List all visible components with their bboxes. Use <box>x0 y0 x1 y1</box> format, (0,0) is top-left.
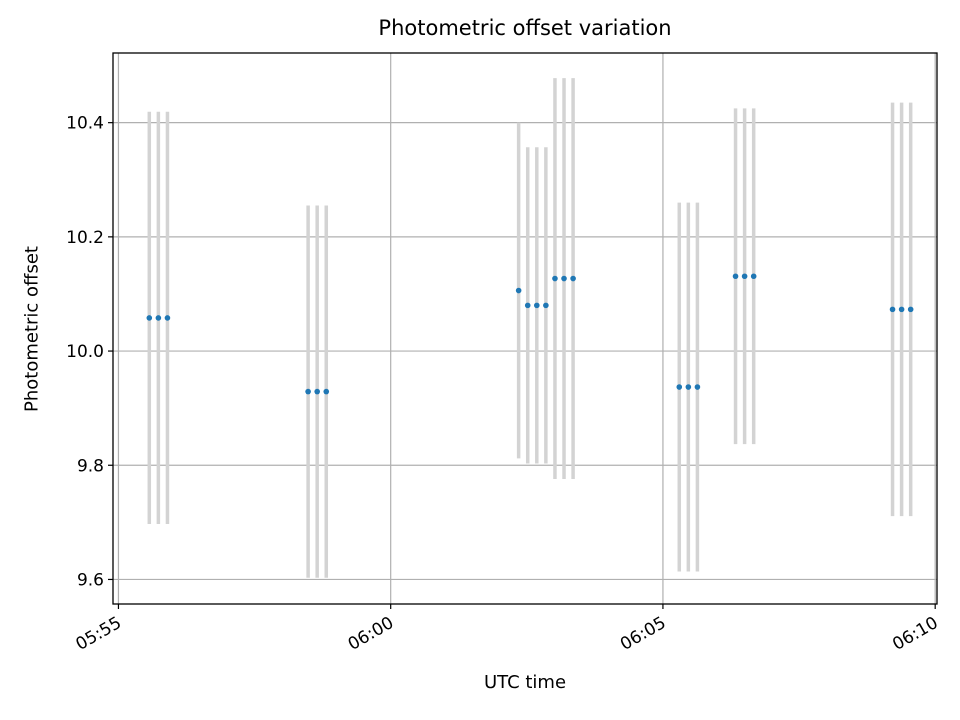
chart-title: Photometric offset variation <box>378 16 672 40</box>
x-axis-ticks: 05:55 06:00 06:05 06:10 <box>73 604 942 655</box>
data-point <box>305 388 311 395</box>
data-point <box>314 388 320 395</box>
y-tick-label: 10.0 <box>66 342 104 362</box>
data-point <box>543 302 549 309</box>
y-tick-label: 10.4 <box>66 114 104 134</box>
data-point <box>676 384 683 390</box>
data-point <box>750 273 757 280</box>
grid-lines <box>113 53 937 604</box>
y-tick-label: 9.8 <box>77 456 104 476</box>
data-point <box>146 315 153 321</box>
data-point <box>164 315 171 321</box>
data-point <box>323 388 330 395</box>
data-point <box>570 275 576 282</box>
data-point <box>685 384 692 390</box>
x-tick-label: 06:00 <box>345 613 397 655</box>
y-axis-ticks: 9.6 9.8 10.0 10.2 10.4 <box>66 114 113 590</box>
error-bars <box>147 78 913 578</box>
y-axis-label: Photometric offset <box>21 246 43 412</box>
plot-area-frame <box>112 52 938 605</box>
x-tick-label: 05:55 <box>73 613 125 655</box>
data-point <box>694 384 701 390</box>
data-point <box>533 302 540 309</box>
y-tick-label: 9.6 <box>77 570 104 590</box>
y-tick-label: 10.2 <box>66 228 104 248</box>
data-point <box>889 306 896 313</box>
data-point <box>155 315 162 321</box>
data-point <box>732 273 739 280</box>
data-point <box>524 302 531 309</box>
data-point <box>561 275 567 282</box>
data-point <box>907 306 914 313</box>
x-tick-label: 06:05 <box>617 613 669 655</box>
x-axis-label: UTC time <box>483 672 567 693</box>
data-point <box>552 275 558 282</box>
data-point <box>741 273 748 280</box>
data-point <box>515 287 522 294</box>
data-point <box>898 306 905 313</box>
x-tick-label: 06:10 <box>889 613 941 655</box>
data-points <box>146 273 914 395</box>
